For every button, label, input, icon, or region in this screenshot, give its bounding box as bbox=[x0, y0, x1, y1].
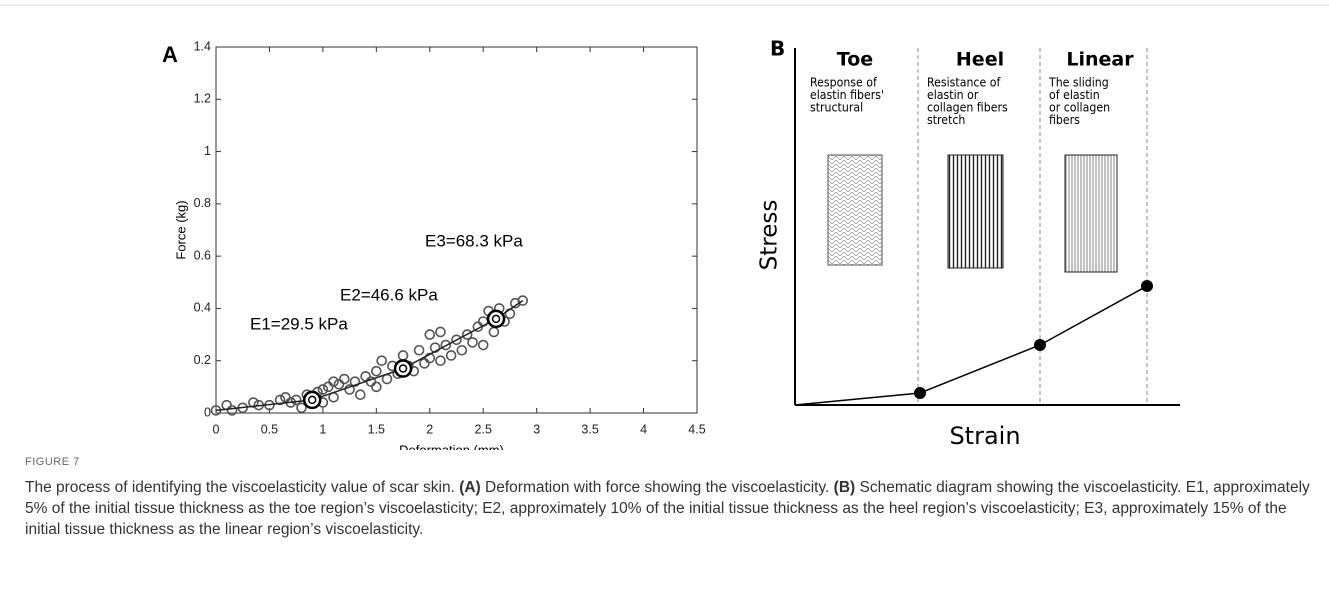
caption-b-text: Schematic diagram showing the viscoelast… bbox=[25, 479, 1310, 538]
plot-frame bbox=[215, 46, 698, 414]
caption-a-label: (A) bbox=[459, 479, 481, 496]
region-description: or collagen bbox=[1049, 100, 1110, 115]
x-tick-label: 0 bbox=[213, 422, 220, 436]
point bbox=[349, 376, 361, 387]
x-tick-label: 0.5 bbox=[261, 422, 278, 436]
region-title: Toe bbox=[837, 49, 873, 71]
region-title: Heel bbox=[956, 49, 1004, 71]
x-tick-label: 1.5 bbox=[368, 422, 385, 436]
point bbox=[328, 376, 339, 387]
point bbox=[517, 295, 529, 306]
y-tick-label: 0.8 bbox=[194, 196, 211, 210]
point bbox=[445, 350, 457, 361]
x-tick-label: 3.5 bbox=[581, 422, 598, 436]
x-axis-label: Strain bbox=[949, 422, 1020, 450]
point bbox=[296, 402, 307, 414]
point bbox=[376, 355, 387, 367]
point bbox=[504, 308, 516, 319]
point bbox=[280, 392, 291, 403]
caption-b-label: (B) bbox=[833, 479, 856, 496]
point bbox=[456, 344, 468, 356]
x-tick-label: 1 bbox=[319, 422, 326, 436]
x-tick-label: 4.5 bbox=[688, 422, 705, 436]
point bbox=[488, 326, 500, 338]
caption: FIGURE 7 The process of identifying the … bbox=[25, 452, 1310, 540]
point bbox=[338, 373, 350, 385]
y-tick-label: 0.6 bbox=[194, 248, 211, 262]
region-description: elastin fibers' bbox=[810, 88, 884, 103]
point bbox=[397, 350, 409, 361]
point bbox=[451, 334, 462, 346]
highlight-point bbox=[302, 390, 322, 410]
region-description: collagen fibers bbox=[927, 100, 1008, 115]
region-description: of elastin bbox=[1049, 88, 1100, 103]
point bbox=[290, 394, 302, 406]
y-tick-label: 0.2 bbox=[194, 353, 211, 367]
caption-intro: The process of identifying the viscoelas… bbox=[25, 479, 455, 496]
point bbox=[440, 339, 452, 351]
point bbox=[435, 326, 446, 338]
panel-label: A bbox=[162, 42, 178, 67]
point bbox=[419, 358, 430, 369]
region-description: structural bbox=[810, 100, 863, 115]
toe-texture bbox=[827, 154, 883, 266]
highlight-point-core bbox=[307, 395, 317, 405]
figure-label: FIGURE 7 bbox=[25, 456, 80, 468]
point bbox=[322, 381, 334, 393]
highlight-point-core bbox=[398, 364, 408, 373]
y-tick-label: 1 bbox=[204, 144, 211, 158]
region-description: stretch bbox=[927, 113, 965, 128]
caption-a-text: Deformation with force showing the visco… bbox=[485, 479, 830, 496]
y-tick-label: 0 bbox=[204, 405, 211, 419]
y-tick-label: 1.4 bbox=[194, 39, 211, 53]
curve bbox=[794, 285, 1148, 406]
point bbox=[360, 371, 371, 382]
point bbox=[333, 378, 345, 390]
highlight-point-core bbox=[491, 314, 501, 324]
point bbox=[435, 355, 446, 367]
point bbox=[371, 381, 382, 393]
y-tick-label: 1.2 bbox=[194, 92, 211, 106]
x-tick-label: 2 bbox=[426, 422, 433, 436]
annotation: E3=68.3 kPa bbox=[425, 231, 523, 250]
y-tick-label: 0.4 bbox=[194, 301, 211, 315]
heel-texture bbox=[947, 154, 1004, 269]
region-description: elastin or bbox=[927, 88, 979, 103]
point bbox=[914, 387, 926, 399]
annotation: E1=29.5 kPa bbox=[250, 314, 348, 333]
highlight-point bbox=[393, 359, 413, 378]
point bbox=[1034, 339, 1046, 351]
point bbox=[461, 329, 473, 340]
point bbox=[477, 339, 489, 351]
point bbox=[344, 384, 355, 395]
point bbox=[274, 394, 286, 406]
point bbox=[424, 329, 436, 340]
point bbox=[371, 365, 382, 377]
x-tick-label: 2.5 bbox=[475, 422, 492, 436]
point bbox=[317, 384, 329, 395]
region-description: The sliding bbox=[1048, 75, 1109, 90]
y-axis-label: Stress bbox=[757, 200, 783, 271]
point bbox=[1141, 280, 1153, 292]
linear-texture bbox=[1064, 154, 1118, 273]
point bbox=[226, 405, 238, 416]
x-axis-label: Deformation (mm) bbox=[399, 442, 504, 450]
point bbox=[354, 389, 366, 401]
point bbox=[413, 344, 425, 356]
region-description: Resistance of bbox=[927, 75, 1001, 90]
region-description: Response of bbox=[810, 75, 878, 90]
y-axis-label: Force (kg) bbox=[173, 200, 188, 259]
caption-text: The process of identifying the viscoelas… bbox=[25, 477, 1310, 540]
panel-label: B bbox=[770, 37, 785, 61]
highlight-point bbox=[486, 309, 506, 329]
annotation: E2=46.6 kPa bbox=[340, 285, 438, 304]
region-title: Linear bbox=[1066, 49, 1134, 71]
x-tick-label: 3 bbox=[533, 422, 540, 436]
region-description: fibers bbox=[1049, 113, 1080, 128]
x-tick-label: 4 bbox=[640, 422, 647, 436]
point bbox=[467, 337, 478, 348]
